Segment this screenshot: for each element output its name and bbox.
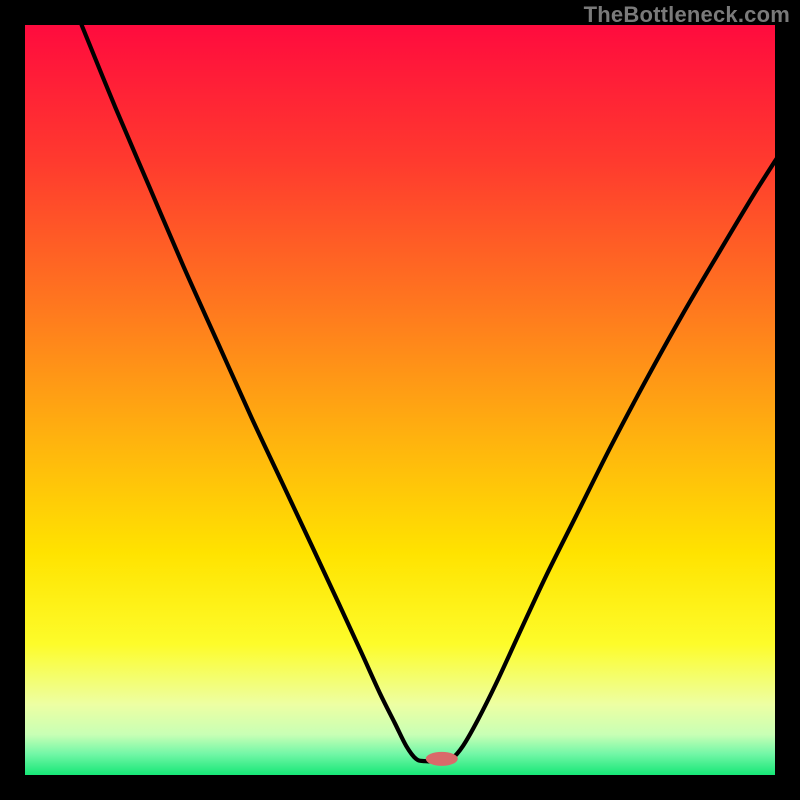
watermark-label: TheBottleneck.com: [584, 2, 790, 28]
minimum-marker: [426, 752, 458, 766]
plot-background: [25, 25, 780, 780]
bottleneck-chart: [0, 0, 800, 800]
